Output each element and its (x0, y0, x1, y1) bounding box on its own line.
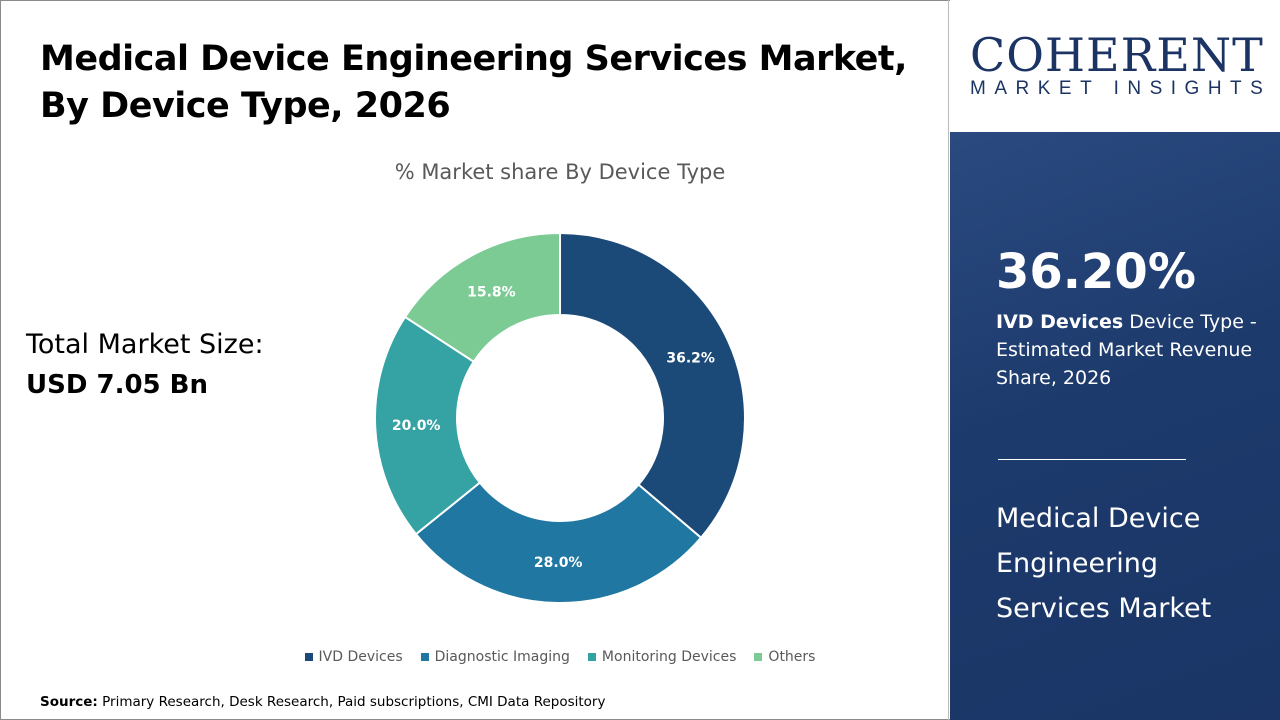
legend-label: Others (768, 649, 816, 665)
legend-label: Diagnostic Imaging (434, 649, 570, 665)
legend-item: Others (754, 649, 815, 665)
donut-slice-ivd-devices (559, 231, 746, 540)
legend-swatch (304, 653, 313, 661)
page-title: Medical Device Engineering Services Mark… (40, 39, 907, 126)
donut-chart: 36.2% 28.0% 20.0% 15.8% (374, 231, 746, 604)
divider (948, 0, 949, 720)
logo-tagline: MARKET INSIGHTS (970, 78, 1272, 99)
legend-swatch (754, 653, 763, 661)
data-label: 28.0% (534, 555, 583, 571)
total-market-label: Total Market Size: (26, 329, 264, 360)
logo-name: COHERENT (970, 28, 1264, 82)
total-market-size: Total Market Size: USD 7.05 Bn (26, 325, 264, 405)
donut-slice-diagnostic-imaging (414, 481, 703, 604)
chart-legend: IVD Devices Diagnostic Imaging Monitoring … (300, 649, 820, 665)
panel-divider (998, 459, 1186, 460)
market-name: Medical Device Engineering Services Mark… (996, 503, 1212, 624)
highlight-desc-text: Device Type - Estimated Market Revenue S… (996, 311, 1257, 389)
highlight-panel: 36.20% IVD Devices Device Type - Estimat… (950, 132, 1280, 720)
highlight-description: IVD Devices Device Type - Estimated Mark… (996, 308, 1266, 392)
highlight-value: 36.20% (996, 244, 1196, 300)
legend-swatch (587, 653, 596, 661)
legend-label: Monitoring Devices (601, 649, 737, 665)
source-note: Source: Primary Research, Desk Research,… (40, 694, 605, 710)
data-label: 36.2% (666, 351, 715, 367)
legend-swatch (420, 653, 429, 661)
total-market-value: USD 7.05 Bn (26, 370, 208, 400)
donut-slice-others (403, 231, 561, 364)
highlight-segment: IVD Devices (996, 311, 1124, 333)
legend-item: Diagnostic Imaging (420, 649, 570, 665)
logo: COHERENT MARKET INSIGHTS (950, 0, 1280, 132)
source-label: Source: (40, 694, 98, 710)
data-label: 15.8% (467, 284, 516, 300)
donut-slice-monitoring-devices (374, 315, 482, 536)
data-label: 20.0% (392, 418, 441, 434)
chart-title: % Market share By Device Type (394, 160, 726, 184)
legend-item: IVD Devices (304, 649, 403, 665)
legend-item: Monitoring Devices (587, 649, 737, 665)
legend-label: IVD Devices (318, 649, 403, 665)
source-text: Primary Research, Desk Research, Paid su… (102, 694, 606, 710)
